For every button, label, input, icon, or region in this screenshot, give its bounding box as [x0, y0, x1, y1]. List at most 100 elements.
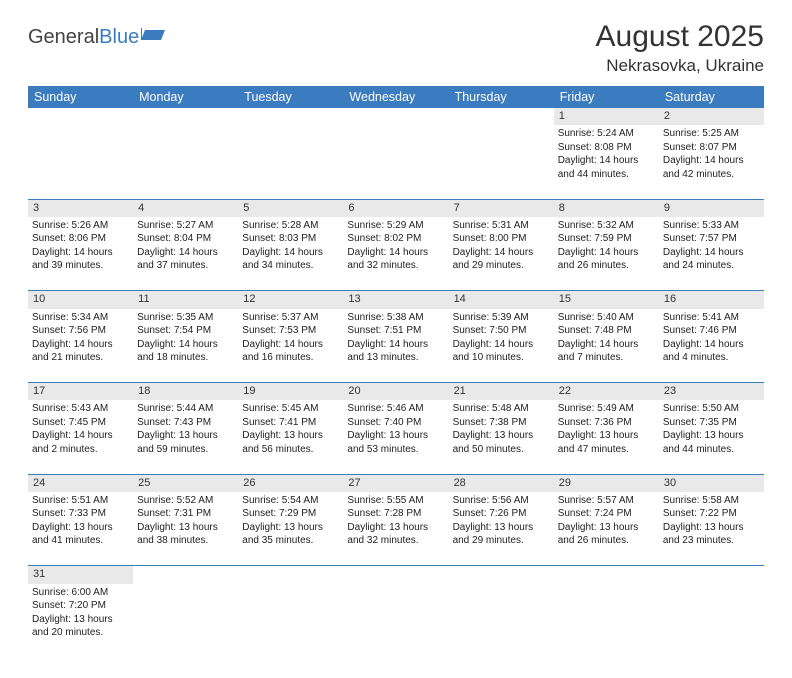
cell-sunset: Sunset: 7:26 PM [453, 507, 550, 521]
cell-sunrise: Sunrise: 5:39 AM [453, 311, 550, 325]
day-cell [238, 584, 343, 658]
day-cell: Sunrise: 5:40 AMSunset: 7:48 PMDaylight:… [554, 309, 659, 383]
day-cell: Sunrise: 5:28 AMSunset: 8:03 PMDaylight:… [238, 217, 343, 291]
cell-sunset: Sunset: 8:03 PM [242, 232, 339, 246]
day-number: 6 [343, 199, 448, 217]
day-cell [133, 584, 238, 658]
cell-sunrise: Sunrise: 5:55 AM [347, 494, 444, 508]
daynum-row: 31 [28, 566, 764, 584]
cell-day2: and 24 minutes. [663, 259, 760, 273]
cell-sunset: Sunset: 7:48 PM [558, 324, 655, 338]
day-cell: Sunrise: 5:29 AMSunset: 8:02 PMDaylight:… [343, 217, 448, 291]
cell-sunrise: Sunrise: 5:35 AM [137, 311, 234, 325]
cell-sunrise: Sunrise: 5:32 AM [558, 219, 655, 233]
cell-day2: and 39 minutes. [32, 259, 129, 273]
day-cell: Sunrise: 5:46 AMSunset: 7:40 PMDaylight:… [343, 400, 448, 474]
day-number: 20 [343, 383, 448, 401]
day-number: 1 [554, 108, 659, 125]
cell-day1: Daylight: 13 hours [242, 521, 339, 535]
day-cell: Sunrise: 5:51 AMSunset: 7:33 PMDaylight:… [28, 492, 133, 566]
cell-sunrise: Sunrise: 5:52 AM [137, 494, 234, 508]
cell-sunset: Sunset: 7:59 PM [558, 232, 655, 246]
weekday-header-row: Sunday Monday Tuesday Wednesday Thursday… [28, 86, 764, 108]
cell-sunset: Sunset: 7:28 PM [347, 507, 444, 521]
weekday-header: Monday [133, 86, 238, 108]
cell-day2: and 10 minutes. [453, 351, 550, 365]
cell-day1: Daylight: 14 hours [453, 246, 550, 260]
day-cell: Sunrise: 5:39 AMSunset: 7:50 PMDaylight:… [449, 309, 554, 383]
day-number [449, 108, 554, 125]
day-cell: Sunrise: 5:33 AMSunset: 7:57 PMDaylight:… [659, 217, 764, 291]
day-cell: Sunrise: 5:58 AMSunset: 7:22 PMDaylight:… [659, 492, 764, 566]
cell-sunset: Sunset: 7:33 PM [32, 507, 129, 521]
cell-day1: Daylight: 14 hours [558, 154, 655, 168]
week-row: Sunrise: 5:24 AMSunset: 8:08 PMDaylight:… [28, 125, 764, 199]
cell-day2: and 23 minutes. [663, 534, 760, 548]
week-row: Sunrise: 5:43 AMSunset: 7:45 PMDaylight:… [28, 400, 764, 474]
calendar-table: Sunday Monday Tuesday Wednesday Thursday… [28, 86, 764, 658]
cell-day1: Daylight: 13 hours [347, 429, 444, 443]
cell-sunrise: Sunrise: 5:54 AM [242, 494, 339, 508]
day-number [238, 566, 343, 584]
day-number: 30 [659, 474, 764, 492]
cell-day2: and 32 minutes. [347, 534, 444, 548]
day-number: 9 [659, 199, 764, 217]
cell-sunrise: Sunrise: 5:48 AM [453, 402, 550, 416]
cell-day2: and 16 minutes. [242, 351, 339, 365]
cell-day2: and 44 minutes. [558, 168, 655, 182]
day-number: 23 [659, 383, 764, 401]
day-cell: Sunrise: 5:34 AMSunset: 7:56 PMDaylight:… [28, 309, 133, 383]
cell-day2: and 34 minutes. [242, 259, 339, 273]
week-row: Sunrise: 5:34 AMSunset: 7:56 PMDaylight:… [28, 309, 764, 383]
cell-sunrise: Sunrise: 5:31 AM [453, 219, 550, 233]
location: Nekrasovka, Ukraine [596, 56, 764, 76]
cell-day2: and 42 minutes. [663, 168, 760, 182]
cell-sunrise: Sunrise: 5:41 AM [663, 311, 760, 325]
day-number [343, 566, 448, 584]
cell-day2: and 32 minutes. [347, 259, 444, 273]
cell-sunrise: Sunrise: 5:26 AM [32, 219, 129, 233]
cell-sunset: Sunset: 7:31 PM [137, 507, 234, 521]
cell-sunset: Sunset: 8:00 PM [453, 232, 550, 246]
day-cell: Sunrise: 5:35 AMSunset: 7:54 PMDaylight:… [133, 309, 238, 383]
logo-text-general: General [28, 26, 99, 49]
cell-day1: Daylight: 14 hours [558, 338, 655, 352]
logo-text-blue: Blue [99, 26, 139, 49]
day-cell [238, 125, 343, 199]
cell-day2: and 56 minutes. [242, 443, 339, 457]
cell-sunrise: Sunrise: 5:34 AM [32, 311, 129, 325]
cell-day1: Daylight: 14 hours [347, 338, 444, 352]
cell-sunrise: Sunrise: 5:27 AM [137, 219, 234, 233]
cell-sunset: Sunset: 7:41 PM [242, 416, 339, 430]
month-title: August 2025 [596, 20, 764, 54]
daynum-row: 24252627282930 [28, 474, 764, 492]
day-cell: Sunrise: 5:26 AMSunset: 8:06 PMDaylight:… [28, 217, 133, 291]
day-number: 31 [28, 566, 133, 584]
cell-day2: and 20 minutes. [32, 626, 129, 640]
cell-day1: Daylight: 13 hours [242, 429, 339, 443]
day-number: 11 [133, 291, 238, 309]
cell-day2: and 13 minutes. [347, 351, 444, 365]
cell-sunset: Sunset: 7:29 PM [242, 507, 339, 521]
cell-day1: Daylight: 13 hours [453, 521, 550, 535]
cell-sunrise: Sunrise: 5:29 AM [347, 219, 444, 233]
cell-day2: and 4 minutes. [663, 351, 760, 365]
cell-day1: Daylight: 14 hours [347, 246, 444, 260]
cell-day1: Daylight: 14 hours [32, 338, 129, 352]
cell-day1: Daylight: 14 hours [242, 338, 339, 352]
day-number: 3 [28, 199, 133, 217]
day-number [343, 108, 448, 125]
day-cell: Sunrise: 6:00 AMSunset: 7:20 PMDaylight:… [28, 584, 133, 658]
day-number [659, 566, 764, 584]
cell-day2: and 29 minutes. [453, 534, 550, 548]
cell-sunrise: Sunrise: 5:50 AM [663, 402, 760, 416]
cell-day2: and 53 minutes. [347, 443, 444, 457]
flag-icon [141, 26, 167, 49]
cell-sunset: Sunset: 8:08 PM [558, 141, 655, 155]
weekday-header: Thursday [449, 86, 554, 108]
day-cell: Sunrise: 5:31 AMSunset: 8:00 PMDaylight:… [449, 217, 554, 291]
cell-day1: Daylight: 14 hours [32, 246, 129, 260]
day-cell: Sunrise: 5:24 AMSunset: 8:08 PMDaylight:… [554, 125, 659, 199]
cell-day1: Daylight: 14 hours [242, 246, 339, 260]
cell-sunset: Sunset: 8:04 PM [137, 232, 234, 246]
